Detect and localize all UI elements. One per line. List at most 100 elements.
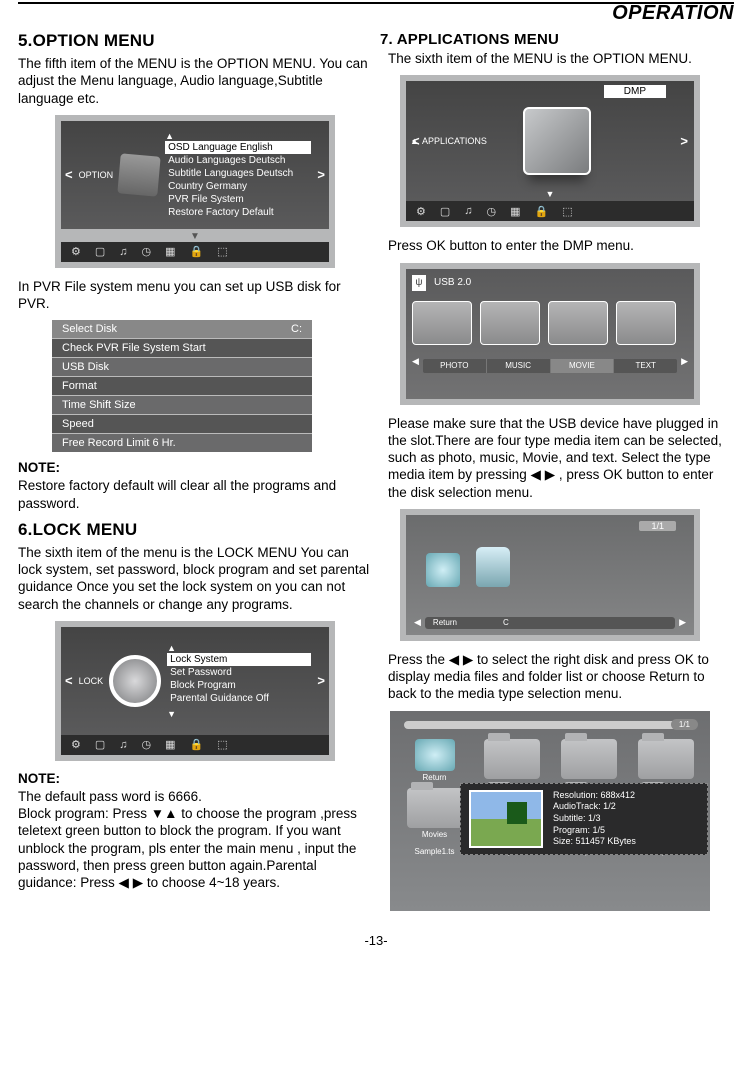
usb-icon: ψ (412, 275, 426, 291)
return-folder-icon[interactable] (415, 739, 455, 771)
clock-icon: ◷ (487, 205, 497, 218)
cat-label-movie[interactable]: MOVIE (551, 359, 615, 373)
note-label-1: NOTE: (18, 460, 372, 475)
disk-count: 1/1 (639, 521, 676, 531)
usb-label: USB 2.0 (434, 277, 471, 288)
chevron-right-icon: > (680, 134, 688, 149)
lock-icon: 🔒 (190, 738, 204, 751)
option-menu-box: < OPTION ▲ OSD Language English Audio La… (55, 115, 335, 268)
info-audiotrack: AudioTrack: 1/2 (553, 801, 636, 813)
lock-menu-list: ▲ Lock System Set Password Block Program… (167, 643, 311, 719)
music-icon: ♫ (119, 246, 127, 258)
triangle-right-icon[interactable]: ▶ (679, 617, 686, 628)
pvr-table: Select Disk C: Check PVR File System Sta… (52, 320, 312, 452)
padlock-icon (109, 655, 161, 707)
chevron-left-icon: < (65, 673, 73, 688)
lock-item-3[interactable]: Parental Guidance Off (167, 692, 311, 705)
progress-counter: 1/1 (671, 719, 698, 730)
section-5-body: The fifth item of the MENU is the OPTION… (18, 55, 372, 107)
page-footer: -13- (18, 933, 734, 948)
return-label[interactable]: Return (425, 617, 465, 629)
grid-icon: ▦ (165, 738, 175, 751)
note-body-1: Restore factory default will clear all t… (18, 477, 372, 512)
monitor-icon: ▢ (440, 205, 450, 218)
dmp-press-text: Press OK button to enter the DMP menu. (388, 237, 734, 254)
option-item-0[interactable]: OSD Language English (165, 141, 311, 154)
option-item-2[interactable]: Subtitle Languages Deutsch (165, 167, 311, 180)
lock-menu-box: < LOCK ▲ Lock System Set Password Block … (55, 621, 335, 761)
disk-select-box: 1/1 ◀ Return C ▶ (400, 509, 700, 641)
lock-item-0[interactable]: Lock System (167, 653, 311, 666)
option-item-3[interactable]: Country Germany (165, 180, 311, 193)
section-6-body: The sixth item of the menu is the LOCK M… (18, 544, 372, 613)
lock-side-label: LOCK (79, 676, 104, 686)
movies-folder-label: Movies (400, 830, 469, 839)
chevron-right-icon: > (317, 167, 325, 182)
grid-icon: ▦ (510, 205, 520, 218)
clock-icon: ◷ (142, 245, 152, 258)
category-movie-icon[interactable] (548, 301, 608, 345)
category-text-icon[interactable] (616, 301, 676, 345)
dmp-selected-label[interactable]: DMP (604, 85, 666, 98)
pvr-row: Free Record Limit 6 Hr. (52, 433, 312, 452)
triangle-right-icon[interactable]: ▶ (681, 356, 688, 367)
section-7-title: 7. APPLICATIONS MENU (380, 31, 734, 48)
note-label-2: NOTE: (18, 771, 372, 786)
folder-icon[interactable] (484, 739, 540, 779)
folder-icon[interactable] (638, 739, 694, 779)
disk-bottom-bar: Return C (425, 617, 675, 629)
clock-icon: ◷ (142, 738, 152, 751)
triangle-left-icon[interactable]: ◀ (412, 356, 419, 367)
disk-icon[interactable] (476, 547, 510, 587)
app-cube-icon (523, 107, 591, 175)
cube-icon: ⬚ (217, 245, 227, 258)
triangle-left-icon[interactable]: ◀ (414, 617, 421, 628)
music-icon: ♫ (119, 739, 127, 751)
pvr-intro: In PVR File system menu you can set up U… (18, 278, 372, 313)
info-size: Size: 511457 KBytes (553, 836, 636, 848)
menu-bottom-bar: ⚙ ▢ ♫ ◷ ▦ 🔒 ⬚ (61, 242, 329, 262)
cube-icon: ⬚ (562, 205, 572, 218)
lock-item-2[interactable]: Block Program (167, 679, 311, 692)
pvr-row: Time Shift Size (52, 395, 312, 414)
media-info-panel: Resolution: 688x412 AudioTrack: 1/2 Subt… (460, 783, 708, 855)
folder-icon[interactable] (407, 788, 463, 828)
option-side-label: OPTION (79, 170, 114, 180)
usb-note-text: Please make sure that the USB device hav… (388, 415, 734, 501)
category-music-icon[interactable] (480, 301, 540, 345)
disk-c-label[interactable]: C (495, 617, 517, 629)
progress-track: 1/1 (404, 721, 696, 729)
chevron-left-icon: < (412, 134, 420, 149)
info-program: Program: 1/5 (553, 825, 636, 837)
chevron-left-icon: < (65, 167, 73, 182)
cat-label-text[interactable]: TEXT (614, 359, 677, 373)
note-body-2: The default pass word is 6666. Block pro… (18, 788, 372, 892)
menu-bottom-bar: ⚙ ▢ ♫ ◷ ▦ 🔒 ⬚ (61, 735, 329, 755)
menu-bottom-bar: ⚙ ▢ ♫ ◷ ▦ 🔒 ⬚ (406, 201, 694, 221)
folder-icon[interactable] (561, 739, 617, 779)
gear-icon: ⚙ (71, 738, 81, 751)
pvr-head-row: Select Disk C: (52, 320, 312, 338)
pvr-row: Speed (52, 414, 312, 433)
category-photo-icon[interactable] (412, 301, 472, 345)
pvr-row: Format (52, 376, 312, 395)
option-item-4[interactable]: PVR File System (165, 193, 311, 206)
return-folder-label: Return (400, 773, 469, 782)
pvr-row: USB Disk (52, 357, 312, 376)
option-cube-icon (117, 153, 160, 196)
cat-label-music[interactable]: MUSIC (487, 359, 551, 373)
file-label: Sample1.ts (400, 847, 469, 856)
cat-label-photo[interactable]: PHOTO (423, 359, 487, 373)
lock-item-1[interactable]: Set Password (167, 666, 311, 679)
pvr-head-right: C: (291, 323, 302, 335)
pvr-row: Check PVR File System Start (52, 338, 312, 357)
pvr-head-left: Select Disk (62, 323, 117, 335)
lock-icon: 🔒 (535, 205, 549, 218)
monitor-icon: ▢ (95, 738, 105, 751)
info-resolution: Resolution: 688x412 (553, 790, 636, 802)
return-arrow-icon[interactable] (426, 553, 460, 587)
category-bar: PHOTO MUSIC MOVIE TEXT (423, 359, 677, 373)
disk-note-text: Press the ◀ ▶ to select the right disk a… (388, 651, 734, 703)
option-item-5[interactable]: Restore Factory Default (165, 206, 311, 219)
option-item-1[interactable]: Audio Languages Deutsch (165, 154, 311, 167)
